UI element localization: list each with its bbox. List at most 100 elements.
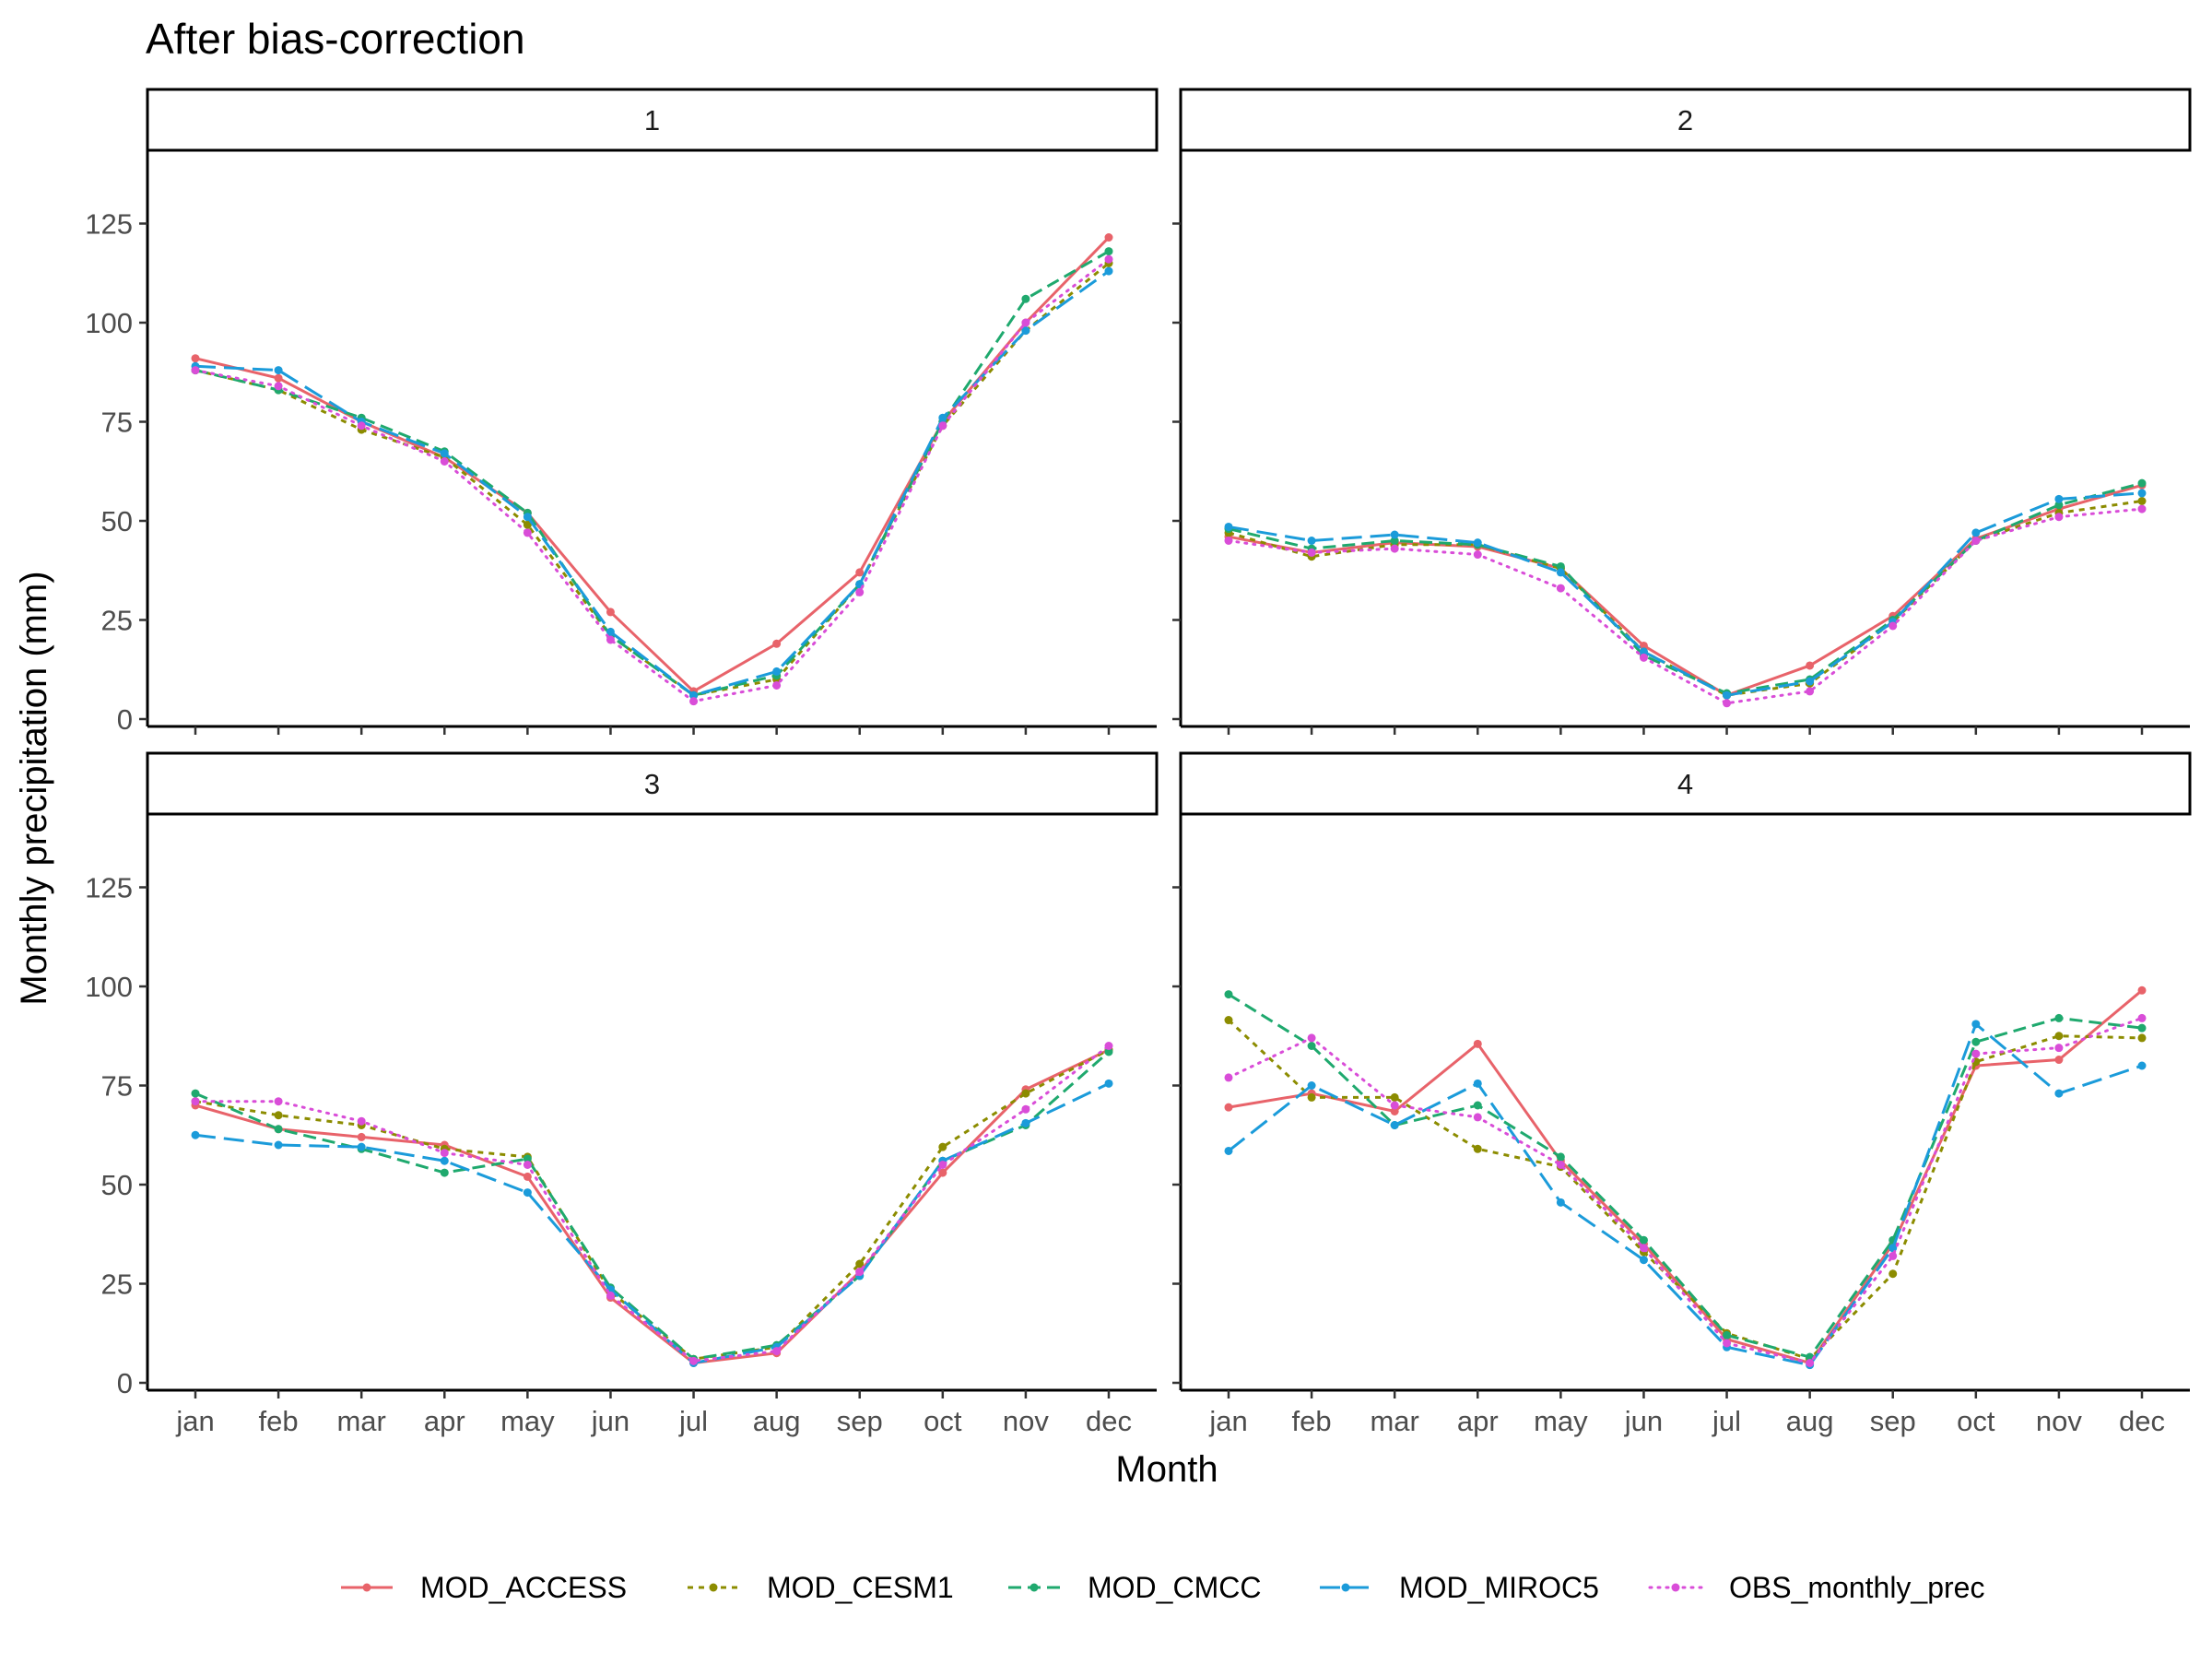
data-point	[1639, 1256, 1648, 1265]
series-line	[194, 257, 1111, 703]
panels-layer: 1 0 25 50 75 100 125 2 3 0 25 50 75 100 125 jan feb mar ap…	[85, 88, 2192, 1437]
legend-label: MOD_ACCESS	[420, 1571, 627, 1604]
data-point	[689, 1356, 699, 1365]
data-point	[1307, 1092, 1316, 1102]
x-tick-label: sep	[1870, 1405, 1916, 1437]
data-point	[855, 1268, 865, 1277]
x-tick-label: jul	[678, 1405, 708, 1437]
series-OBS_monthly_prec	[191, 1042, 1113, 1365]
x-tick-label: feb	[1292, 1405, 1332, 1437]
data-point	[1021, 294, 1030, 303]
legend-key-point	[1671, 1583, 1680, 1592]
data-point	[1556, 1161, 1565, 1169]
panel-2: 2	[1172, 88, 2192, 735]
series-line	[1227, 1019, 2143, 1361]
series-OBS_monthly_prec	[1224, 504, 2147, 708]
data-point	[1104, 1047, 1113, 1056]
y-tick-label: 50	[101, 505, 133, 537]
series-MOD_CESM1	[191, 259, 1113, 700]
x-tick-label: sep	[837, 1405, 883, 1437]
data-point	[1723, 1339, 1732, 1348]
data-point	[1806, 1352, 1815, 1362]
data-point	[855, 587, 865, 596]
series-MOD_ACCESS	[191, 1045, 1113, 1367]
data-point	[1224, 537, 1233, 545]
data-point	[440, 449, 449, 458]
data-point	[772, 680, 782, 690]
data-point	[1806, 661, 1815, 670]
series-line	[194, 262, 1110, 697]
data-point	[2137, 1023, 2147, 1033]
x-axis-title: Month	[1115, 1449, 1218, 1490]
legend-label: MOD_CMCC	[1088, 1571, 1261, 1604]
data-point	[2054, 1013, 2064, 1022]
x-tick-label: jan	[1208, 1405, 1247, 1437]
data-point	[938, 1168, 947, 1177]
data-point	[855, 568, 865, 577]
data-point	[1224, 990, 1233, 999]
panel-strip-label: 2	[1677, 104, 1693, 136]
panel-strip-label: 3	[644, 768, 660, 800]
y-tick-label: 50	[101, 1169, 133, 1201]
series-line	[1227, 507, 2144, 705]
data-point	[357, 1116, 366, 1126]
y-tick-label: 0	[117, 1367, 133, 1399]
data-point	[1723, 699, 1732, 708]
panel-strip-label: 4	[1677, 768, 1693, 800]
panel-strip	[1179, 88, 2192, 152]
data-point	[1888, 1269, 1898, 1279]
series-line	[194, 269, 1110, 697]
data-point	[2137, 985, 2147, 995]
data-point	[440, 457, 449, 466]
data-point	[1224, 1016, 1233, 1025]
x-tick-label: dec	[1086, 1405, 1132, 1437]
data-point	[1723, 690, 1732, 700]
data-point	[1390, 1092, 1399, 1102]
data-point	[1888, 1244, 1898, 1253]
series-MOD_CMCC	[1224, 478, 2147, 698]
y-tick-label: 100	[85, 307, 133, 339]
legend-label: OBS_monthly_prec	[1729, 1571, 1984, 1604]
legend-key-point	[1341, 1583, 1350, 1592]
data-point	[1639, 1244, 1648, 1253]
data-point	[606, 627, 615, 636]
data-point	[1021, 326, 1030, 336]
series-MOD_CESM1	[1224, 1016, 2147, 1363]
legend-item-MOD_MIROC5: MOD_MIROC5	[1320, 1571, 1599, 1604]
data-point	[1390, 537, 1399, 545]
data-point	[1021, 1104, 1030, 1114]
data-point	[1971, 537, 1981, 545]
data-point	[772, 667, 782, 676]
data-point	[689, 697, 699, 706]
x-tick-label: aug	[753, 1405, 801, 1437]
series-MOD_MIROC5	[1224, 1020, 2147, 1370]
data-point	[523, 1188, 532, 1198]
panel-strip-label: 1	[644, 104, 660, 136]
y-tick-label: 125	[85, 872, 133, 904]
data-point	[1104, 247, 1113, 256]
panel-3: 3 0 25 50 75 100 125 jan feb mar apr may jun jul aug se…	[85, 751, 1159, 1437]
data-point	[1473, 538, 1482, 548]
series-line	[194, 1044, 1111, 1363]
series-line	[194, 236, 1111, 693]
data-point	[1806, 687, 1815, 696]
data-point	[2054, 513, 2064, 522]
data-point	[523, 1154, 532, 1163]
data-point	[1224, 1103, 1233, 1112]
data-point	[1390, 1121, 1399, 1129]
data-point	[1307, 1033, 1316, 1043]
data-point	[1390, 544, 1399, 553]
data-point	[191, 1097, 200, 1106]
data-point	[1307, 537, 1316, 545]
series-OBS_monthly_prec	[191, 254, 1113, 706]
series-MOD_ACCESS	[1224, 480, 2147, 700]
data-point	[1307, 548, 1316, 557]
data-point	[357, 1142, 366, 1151]
x-tick-label: oct	[1957, 1405, 1995, 1437]
data-point	[523, 513, 532, 522]
data-point	[2137, 478, 2147, 488]
data-point	[1390, 1106, 1399, 1115]
x-tick-label: jun	[1624, 1405, 1663, 1437]
series-MOD_CESM1	[191, 1045, 1113, 1363]
